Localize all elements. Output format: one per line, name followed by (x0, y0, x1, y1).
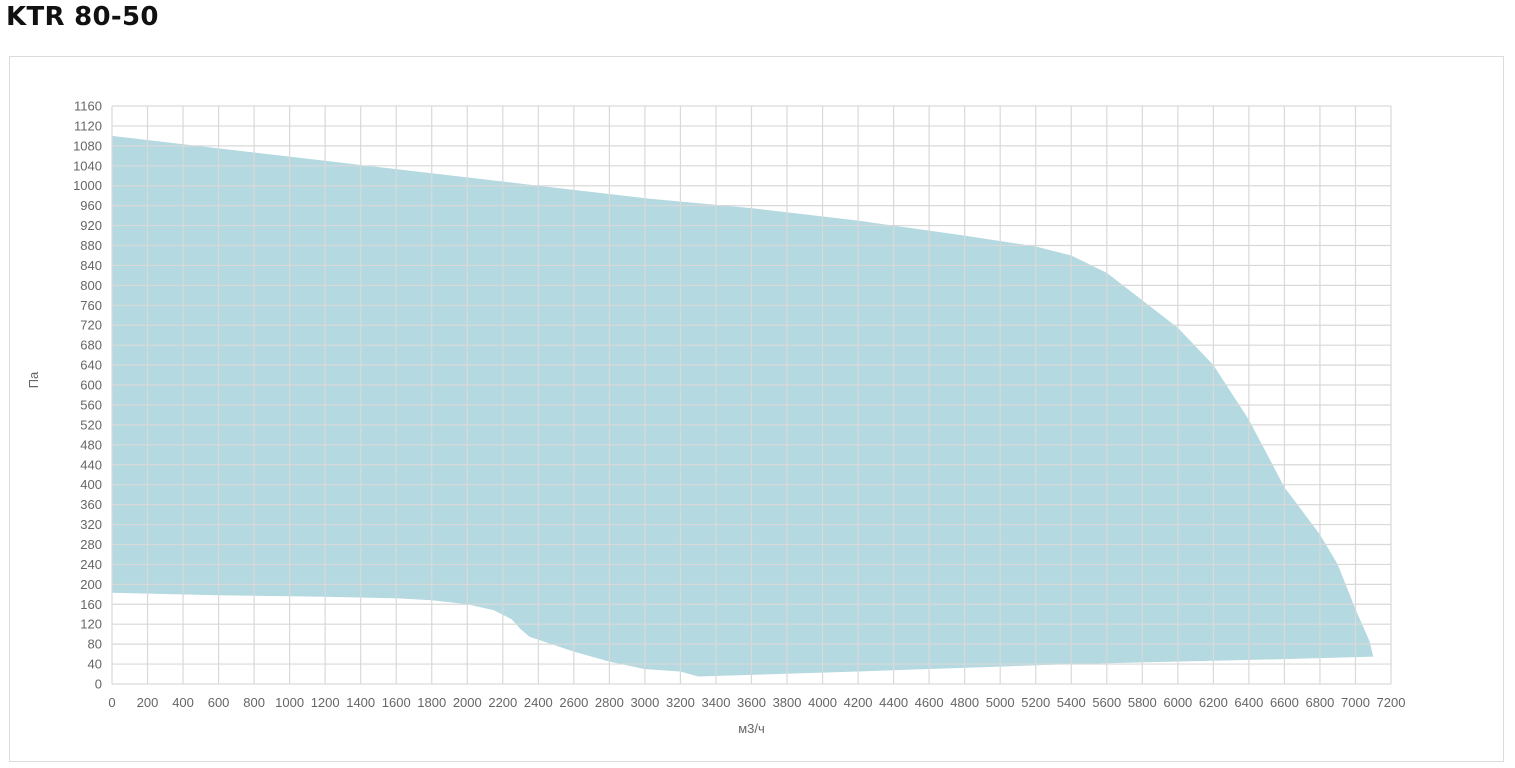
x-tick-label: 600 (208, 695, 230, 710)
y-tick-label: 320 (80, 517, 102, 532)
x-tick-label: 6800 (1305, 695, 1334, 710)
y-tick-label: 280 (80, 537, 102, 552)
x-tick-label: 5800 (1128, 695, 1157, 710)
page-title: KTR 80-50 (6, 2, 159, 32)
x-tick-label: 5000 (986, 695, 1015, 710)
y-tick-label: 200 (80, 577, 102, 592)
y-tick-label: 800 (80, 278, 102, 293)
x-tick-label: 800 (243, 695, 265, 710)
x-axis-label: м3/ч (738, 721, 765, 736)
x-tick-label: 2600 (559, 695, 588, 710)
y-tick-label: 960 (80, 198, 102, 213)
x-tick-label: 5600 (1092, 695, 1121, 710)
y-tick-label: 1000 (73, 178, 102, 193)
operating-area (112, 135, 1374, 677)
y-tick-label: 440 (80, 457, 102, 472)
y-tick-label: 600 (80, 378, 102, 393)
x-tick-label: 7000 (1341, 695, 1370, 710)
x-tick-label: 4000 (808, 695, 837, 710)
y-tick-label: 1120 (74, 118, 102, 133)
x-tick-label: 4400 (879, 695, 908, 710)
y-tick-label: 880 (80, 238, 102, 253)
chart-frame: 0 40 80 120 160 200 240 280 320 360 400 440 480 520 56… (9, 56, 1504, 762)
x-tick-label: 3800 (773, 695, 802, 710)
y-tick-label: 720 (80, 318, 102, 333)
x-tick-label: 3400 (702, 695, 731, 710)
y-tick-label: 1080 (73, 138, 102, 153)
y-tick-label: 240 (80, 557, 102, 572)
x-tick-label: 400 (172, 695, 194, 710)
x-tick-label: 0 (108, 695, 115, 710)
x-tick-label: 4600 (915, 695, 944, 710)
y-tick-label: 1040 (73, 158, 102, 173)
y-tick-label: 920 (80, 218, 102, 233)
y-tick-label: 560 (80, 397, 102, 412)
y-tick-label: 400 (80, 477, 102, 492)
x-tick-label: 4800 (950, 695, 979, 710)
x-tick-label: 6200 (1199, 695, 1228, 710)
x-tick-label: 200 (137, 695, 159, 710)
x-tick-label: 1200 (311, 695, 340, 710)
y-tick-label: 640 (80, 358, 102, 373)
x-tick-label: 7200 (1377, 695, 1406, 710)
y-tick-label: 0 (95, 677, 102, 692)
x-tick-label: 1000 (275, 695, 304, 710)
chart-svg: 0 40 80 120 160 200 240 280 320 360 400 440 480 520 56… (26, 99, 1406, 737)
y-tick-label: 1160 (74, 99, 102, 114)
y-tick-label: 80 (88, 637, 102, 652)
y-tick-label: 840 (80, 258, 102, 273)
x-tick-label: 2800 (595, 695, 624, 710)
x-tick-label: 3200 (666, 695, 695, 710)
x-tick-label: 2000 (453, 695, 482, 710)
x-tick-label: 4200 (844, 695, 873, 710)
y-tick-label: 120 (80, 617, 102, 632)
x-tick-label: 5200 (1021, 695, 1050, 710)
x-tick-label: 2400 (524, 695, 553, 710)
x-tick-label: 3600 (737, 695, 766, 710)
y-tick-label: 760 (80, 298, 102, 313)
x-tick-label: 6000 (1163, 695, 1192, 710)
x-tick-label: 3000 (630, 695, 659, 710)
y-tick-label: 160 (80, 597, 102, 612)
y-tick-label: 520 (80, 417, 102, 432)
x-tick-label: 1400 (346, 695, 375, 710)
x-tick-label: 2200 (488, 695, 517, 710)
x-tick-label: 1600 (382, 695, 411, 710)
y-tick-label: 40 (88, 657, 102, 672)
y-tick-label: 360 (80, 497, 102, 512)
y-axis-label: Па (26, 371, 41, 388)
x-tick-label: 1800 (417, 695, 446, 710)
y-tick-label: 480 (80, 437, 102, 452)
x-tick-label: 6400 (1234, 695, 1263, 710)
y-tick-label: 680 (80, 338, 102, 353)
x-tick-label: 6600 (1270, 695, 1299, 710)
x-tick-label: 5400 (1057, 695, 1086, 710)
